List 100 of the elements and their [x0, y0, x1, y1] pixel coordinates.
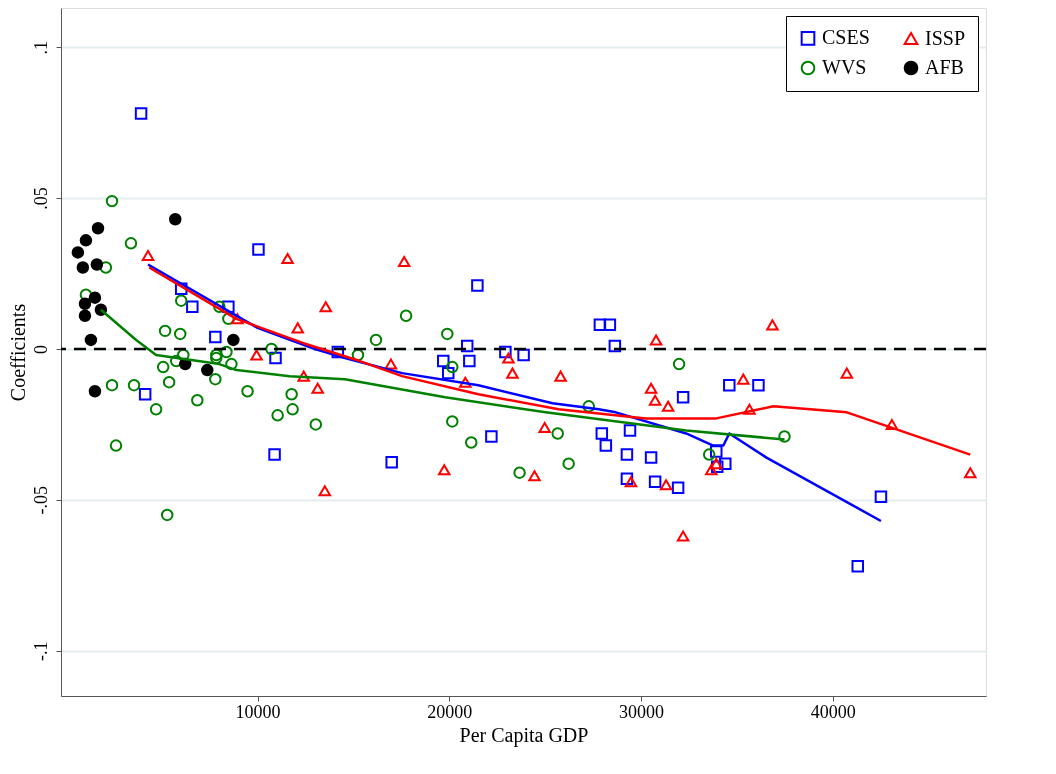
- point: [766, 319, 779, 331]
- point: [88, 384, 102, 398]
- point: [551, 427, 564, 440]
- point: [169, 212, 182, 226]
- point: [222, 312, 235, 326]
- point: [79, 234, 93, 247]
- point: [460, 339, 474, 353]
- point: [105, 378, 119, 392]
- point: [608, 339, 622, 353]
- point: [78, 297, 92, 310]
- point: [174, 327, 187, 341]
- point: [220, 345, 233, 359]
- point: [213, 300, 226, 313]
- y-tick-label: .05: [30, 187, 51, 210]
- point: [318, 485, 332, 497]
- point: [191, 394, 204, 407]
- point: [369, 333, 383, 347]
- legend-label: CSES: [822, 26, 870, 49]
- point: [105, 194, 119, 208]
- point: [109, 439, 123, 452]
- point: [241, 384, 254, 398]
- y-axis-title: Coefficients: [6, 303, 29, 402]
- point: [719, 457, 732, 470]
- point: [201, 363, 214, 377]
- point: [169, 354, 183, 368]
- point: [319, 301, 332, 313]
- x-axis-title: Per Capita GDP: [459, 723, 589, 747]
- point: [710, 445, 723, 458]
- point: [624, 476, 638, 488]
- point: [659, 479, 673, 491]
- point: [442, 366, 455, 380]
- point: [502, 352, 515, 364]
- point: [384, 358, 398, 370]
- point: [851, 560, 864, 573]
- point: [499, 345, 512, 359]
- point: [311, 382, 324, 394]
- point: [599, 439, 613, 452]
- point: [225, 357, 238, 371]
- point: [351, 348, 365, 362]
- point: [513, 466, 526, 479]
- legend-label: WVS: [822, 56, 867, 78]
- point: [91, 222, 105, 235]
- point: [186, 300, 199, 313]
- point: [174, 282, 188, 295]
- point: [672, 357, 686, 371]
- y-tick-label: 0: [30, 344, 51, 354]
- point: [874, 490, 888, 504]
- point: [297, 370, 310, 382]
- point: [649, 334, 663, 346]
- point: [593, 318, 607, 332]
- point: [459, 376, 472, 388]
- point: [752, 378, 765, 392]
- x-tick-label: 40000: [810, 701, 856, 722]
- point: [90, 258, 104, 271]
- point: [78, 309, 92, 323]
- point: [644, 451, 658, 464]
- point: [465, 436, 478, 449]
- point: [603, 318, 617, 332]
- point: [138, 388, 152, 401]
- point: [149, 403, 163, 416]
- line-series: [147, 266, 972, 456]
- point: [723, 378, 736, 392]
- point: [582, 400, 596, 413]
- point: [134, 107, 148, 120]
- point: [174, 294, 188, 307]
- point: [88, 291, 102, 304]
- point: [227, 333, 240, 347]
- point: [538, 421, 551, 433]
- point: [222, 300, 235, 313]
- y-tick-label: .1: [30, 40, 51, 55]
- point: [471, 279, 484, 292]
- x-tick-label: 10000: [235, 701, 281, 722]
- point: [76, 261, 90, 274]
- point: [252, 243, 265, 256]
- point: [528, 470, 541, 482]
- point: [84, 333, 98, 347]
- point: [623, 424, 637, 437]
- point: [506, 367, 519, 379]
- point: [79, 288, 93, 301]
- point: [250, 349, 263, 361]
- point: [705, 464, 718, 476]
- point: [127, 378, 141, 392]
- legend-label: AFB: [925, 56, 964, 78]
- point: [162, 375, 176, 389]
- point: [268, 448, 281, 461]
- point: [141, 249, 155, 261]
- point: [964, 467, 977, 479]
- point: [156, 360, 170, 374]
- point: [676, 391, 690, 404]
- point: [271, 409, 284, 422]
- point: [517, 348, 530, 362]
- point: [676, 530, 690, 542]
- point: [648, 394, 662, 406]
- y-tick-label: -.05: [30, 486, 51, 515]
- point: [265, 342, 278, 356]
- point: [71, 246, 85, 259]
- point: [281, 252, 294, 264]
- point: [231, 313, 244, 325]
- legend-label: ISSP: [925, 26, 966, 49]
- point: [158, 324, 172, 338]
